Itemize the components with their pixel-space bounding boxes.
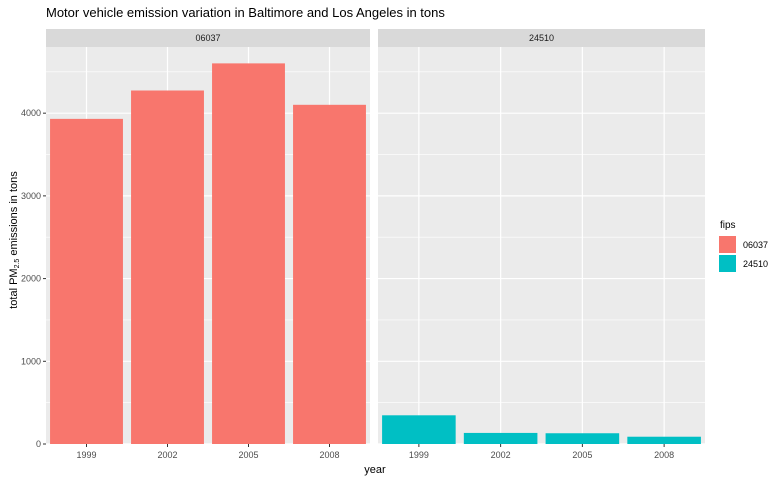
bar-06037-2005	[212, 63, 285, 444]
legend-title: fips	[720, 220, 736, 231]
bar-24510-1999	[382, 415, 456, 444]
strip-06037	[46, 29, 370, 47]
strip-label-24510: 24510	[529, 33, 554, 43]
y-axis: 0 1000 2000 3000 4000	[21, 108, 46, 449]
legend: fips 06037 24510	[719, 220, 768, 272]
bar-06037-1999	[50, 118, 123, 445]
y-axis-title-subscript: 2.5	[14, 259, 21, 269]
x-tick-label: 1999	[409, 450, 429, 460]
x-tick-label: 2002	[491, 450, 511, 460]
y-tick-label: 0	[36, 439, 41, 449]
bar-06037-2002	[131, 90, 204, 445]
strip-label-06037: 06037	[195, 33, 220, 43]
y-axis-title-rest: emissions in tons	[8, 171, 20, 259]
x-tick-label: 2005	[238, 450, 258, 460]
x-tick-label: 2008	[654, 450, 674, 460]
x-tick-label: 2005	[572, 450, 592, 460]
x-axis-title: year	[364, 464, 386, 476]
y-tick-label: 2000	[21, 274, 41, 284]
y-tick-label: 4000	[21, 108, 41, 118]
bar-24510-2005	[545, 433, 620, 444]
chart-title: Motor vehicle emission variation in Balt…	[46, 5, 445, 20]
legend-key-24510	[719, 255, 736, 272]
strip-24510	[378, 29, 705, 47]
y-axis-title: total PM2.5 emissions in tons	[8, 171, 21, 309]
y-tick-label: 1000	[21, 356, 41, 366]
bar-06037-2008	[293, 104, 366, 445]
x-tick-label: 2002	[157, 450, 177, 460]
x-tick-label: 1999	[76, 450, 96, 460]
bar-24510-2002	[463, 432, 538, 444]
y-tick-label: 3000	[21, 191, 41, 201]
panel-24510: 24510 1999 2002 2005 2008	[378, 29, 705, 460]
y-axis-title-main: total PM	[8, 268, 20, 308]
legend-key-06037	[719, 236, 736, 253]
legend-label-06037: 06037	[743, 240, 768, 250]
legend-label-24510: 24510	[743, 259, 768, 269]
panel-background	[378, 47, 705, 444]
panel-06037: 06037 1999 2002 2005 2008	[46, 29, 370, 460]
bar-24510-2008	[627, 436, 701, 444]
x-tick-label: 2008	[319, 450, 339, 460]
